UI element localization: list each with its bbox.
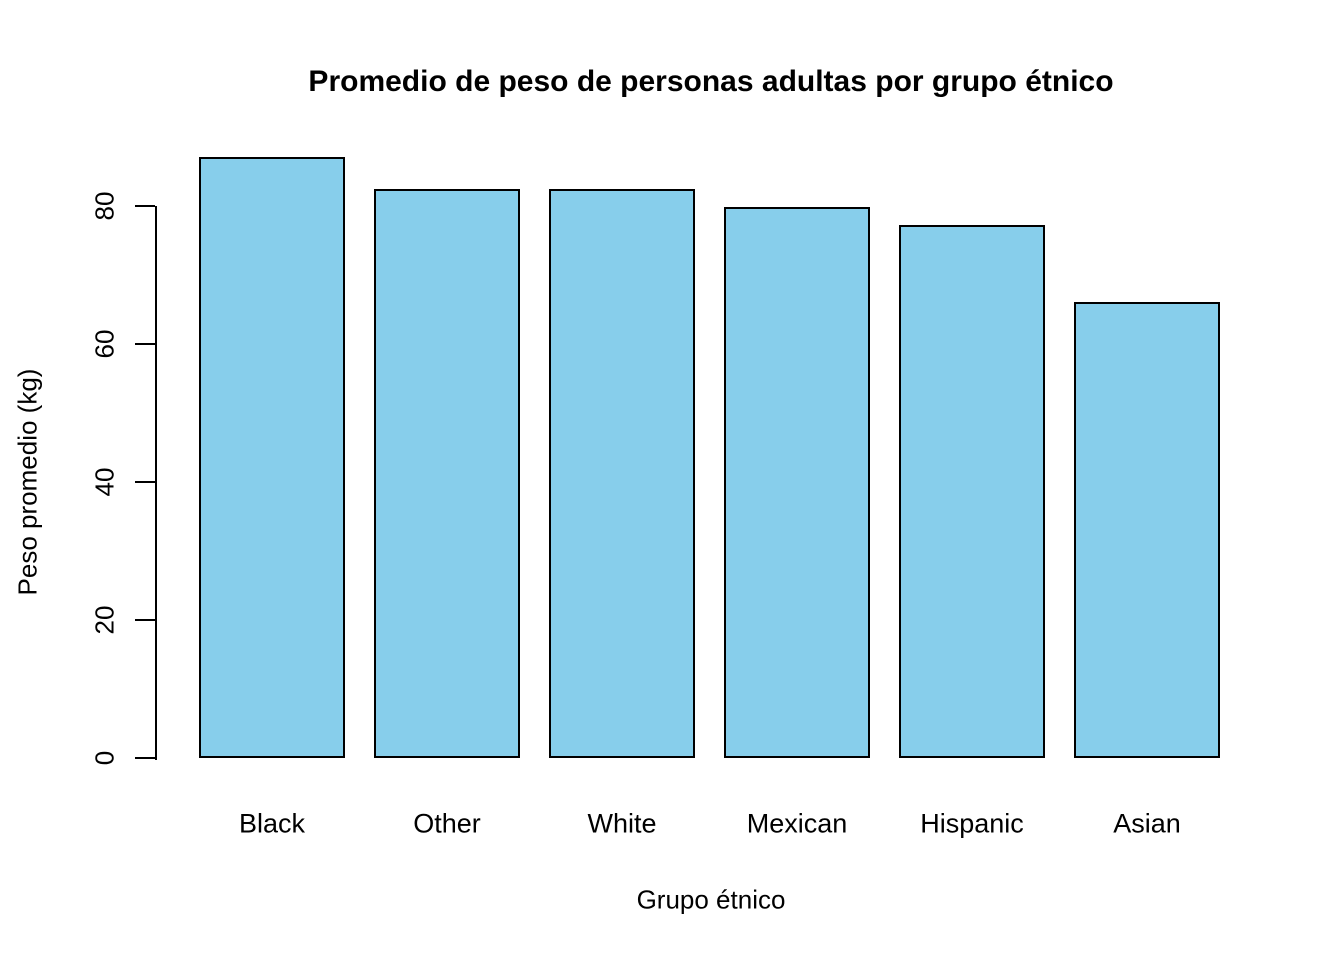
bar-black [199,157,345,758]
y-tick-label: 60 [89,329,120,359]
x-category-label-hispanic: Hispanic [920,808,1024,839]
y-tick-label: 0 [89,750,120,766]
x-category-label-white: White [587,808,657,839]
bar-hispanic [899,225,1045,758]
y-tick-label: 40 [89,467,120,497]
chart-title: Promedio de peso de personas adultas por… [308,65,1114,98]
y-tick [135,481,155,483]
bar-asian [1074,301,1220,758]
x-category-label-mexican: Mexican [746,808,848,839]
y-axis-line [155,206,157,760]
y-tick [135,757,155,759]
y-tick-label: 20 [89,605,120,635]
x-axis-title: Grupo étnico [636,884,786,915]
y-tick-label: 80 [89,191,120,221]
x-category-label-asian: Asian [1113,808,1181,839]
y-axis-title: Peso promedio (kg) [12,368,43,596]
bar-white [549,189,695,758]
bar-mexican [724,206,870,758]
y-tick [135,205,155,207]
x-category-label-other: Other [413,808,481,839]
x-category-label-black: Black [238,808,306,839]
y-tick [135,343,155,345]
y-tick [135,619,155,621]
bar-other [374,188,520,758]
